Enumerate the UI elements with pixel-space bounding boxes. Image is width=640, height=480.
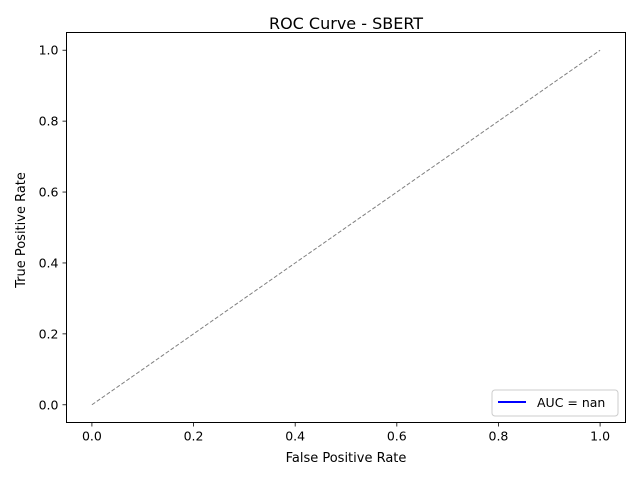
x-tick-label: 0.6 <box>387 429 407 444</box>
x-tick-label: 1.0 <box>590 429 610 444</box>
chart-title: ROC Curve - SBERT <box>269 14 423 33</box>
x-axis-label: False Positive Rate <box>286 451 407 466</box>
legend-box <box>491 389 619 417</box>
y-tick-label: 0.6 <box>39 185 59 200</box>
legend-label-auc: AUC = nan <box>537 395 605 410</box>
legend: AUC = nan <box>491 389 619 417</box>
y-axis-ticks: 0.0 0.2 0.4 0.6 0.8 1.0 <box>39 43 67 412</box>
y-tick-label: 0.8 <box>39 114 59 129</box>
y-tick-label: 0.4 <box>39 255 59 270</box>
y-axis-label: True Positive Rate <box>14 172 29 289</box>
y-tick-label: 0.0 <box>39 397 59 412</box>
y-tick-label: 0.2 <box>39 326 59 341</box>
diagonal-reference-line <box>91 49 601 406</box>
y-tick-label: 1.0 <box>39 43 59 58</box>
series-layer <box>91 49 601 406</box>
x-tick-label: 0.4 <box>285 429 305 444</box>
x-tick-label: 0.0 <box>82 429 102 444</box>
x-axis-ticks: 0.0 0.2 0.4 0.6 0.8 1.0 <box>82 422 610 444</box>
plot-frame <box>66 32 626 423</box>
x-tick-label: 0.2 <box>184 429 204 444</box>
x-tick-label: 0.8 <box>489 429 509 444</box>
